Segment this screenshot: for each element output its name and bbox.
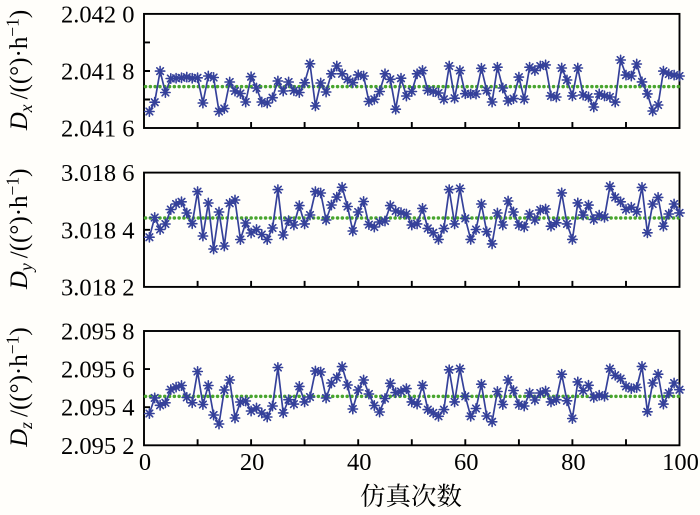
- svg-text:Dx /((°)·h−1): Dx /((°)·h−1): [3, 10, 37, 132]
- svg-text:Dy /((°)·h−1): Dy /((°)·h−1): [3, 169, 37, 291]
- svg-text:0: 0: [139, 449, 151, 476]
- svg-text:Dz /((°)·h−1): Dz /((°)·h−1): [3, 327, 37, 448]
- svg-text:2.042 0: 2.042 0: [61, 1, 135, 28]
- svg-text:2.041 8: 2.041 8: [61, 58, 135, 85]
- svg-text:2.095 4: 2.095 4: [61, 395, 135, 422]
- svg-text:3.018 2: 3.018 2: [61, 274, 135, 301]
- svg-text:2.095 8: 2.095 8: [61, 318, 135, 345]
- svg-text:2.041 6: 2.041 6: [61, 115, 135, 142]
- svg-text:60: 60: [454, 449, 479, 476]
- svg-text:3.018 4: 3.018 4: [61, 217, 135, 244]
- svg-text:80: 80: [561, 449, 586, 476]
- svg-text:3.018 6: 3.018 6: [61, 160, 135, 187]
- svg-text:2.095 6: 2.095 6: [61, 357, 135, 384]
- svg-text:100: 100: [662, 449, 699, 476]
- svg-text:2.095 2: 2.095 2: [61, 433, 135, 460]
- svg-text:20: 20: [240, 449, 265, 476]
- svg-text:40: 40: [347, 449, 372, 476]
